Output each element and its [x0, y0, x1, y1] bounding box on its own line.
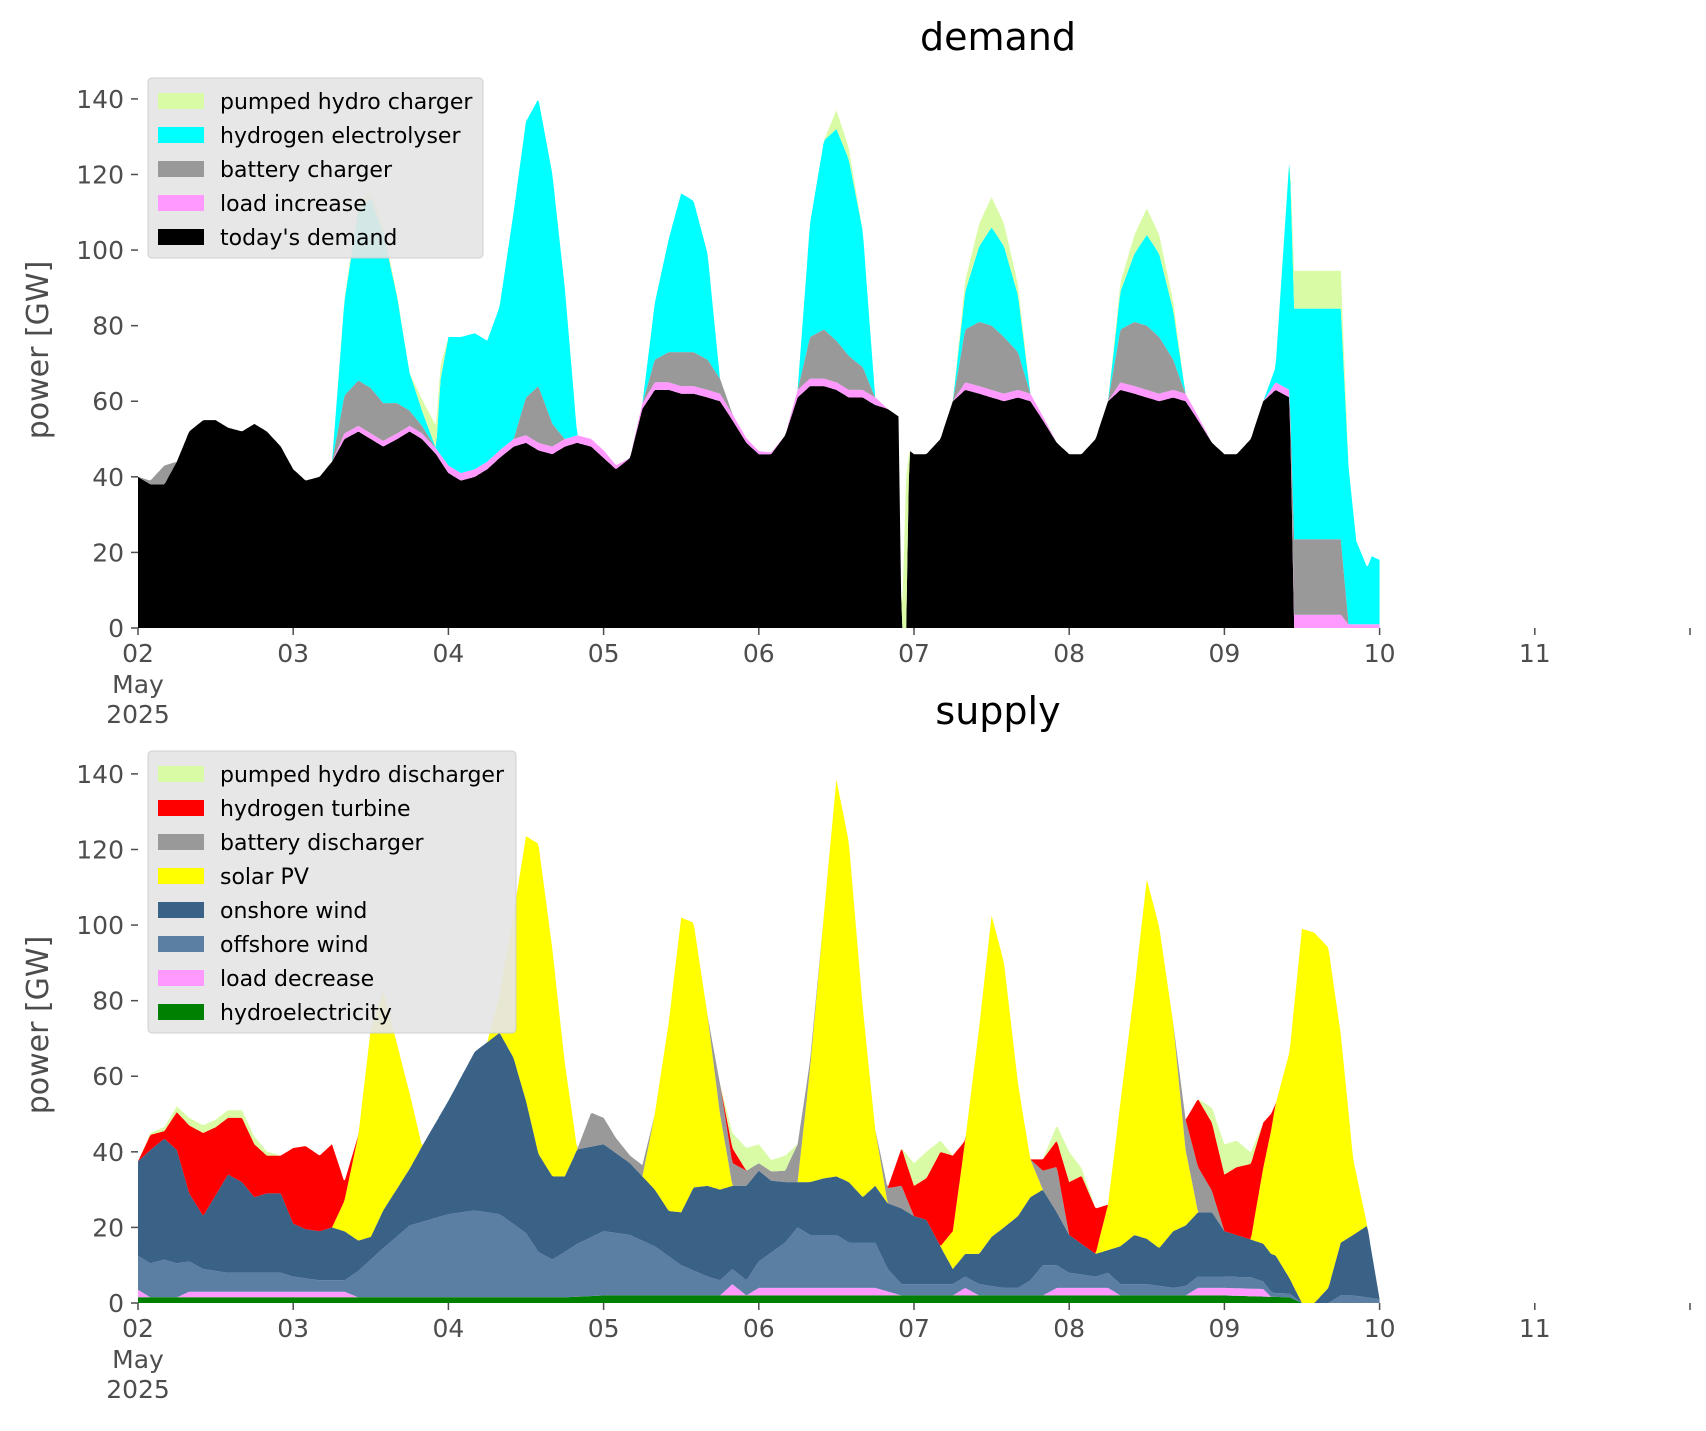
y-tick-label: 20 — [92, 1213, 124, 1242]
x-tick-label: 03 — [277, 639, 309, 668]
legend-swatch — [158, 902, 204, 918]
legend-label: hydrogen electrolyser — [220, 124, 461, 149]
legend-swatch — [158, 970, 204, 986]
legend-box — [147, 77, 484, 259]
x-tick-label: 04 — [432, 639, 464, 668]
x-tick-label: 11 — [1519, 1314, 1551, 1343]
x-tick-label: 07 — [898, 1314, 930, 1343]
x-tick-label: 05 — [588, 639, 620, 668]
x-tick-label: 08 — [1053, 639, 1085, 668]
legend-swatch — [158, 868, 204, 884]
legend-label: hydroelectricity — [220, 1001, 392, 1026]
x-tick-label: 02 — [122, 1314, 154, 1343]
legend-swatch — [158, 229, 204, 245]
x-tick-label: 09 — [1208, 1314, 1240, 1343]
x-tick-month-label: May — [112, 670, 164, 699]
x-tick-label: 06 — [743, 1314, 775, 1343]
supply-y-axis: 0 20 40 60 80 100 120 140 power [GW] — [21, 760, 138, 1318]
demand-areas — [138, 100, 1380, 629]
x-tick-year-label: 2025 — [106, 1375, 170, 1404]
y-tick-label: 140 — [76, 85, 124, 114]
supply-title: supply — [935, 689, 1060, 733]
x-tick-label: 08 — [1053, 1314, 1085, 1343]
legend-label: pumped hydro discharger — [220, 763, 505, 788]
legend-swatch — [158, 834, 204, 850]
legend-label: solar PV — [220, 865, 309, 890]
supply-area-offshore-wind — [138, 1210, 1380, 1303]
y-tick-label: 40 — [92, 1138, 124, 1167]
x-tick-label: 10 — [1364, 1314, 1396, 1343]
supply-legend: pumped hydro discharger hydrogen turbine b… — [147, 750, 517, 1034]
x-tick-label: 07 — [898, 639, 930, 668]
legend-swatch — [158, 1004, 204, 1020]
legend-swatch — [158, 93, 204, 109]
supply-area-solar-pv — [138, 779, 1380, 1303]
y-tick-label: 120 — [76, 835, 124, 864]
y-tick-label: 60 — [92, 387, 124, 416]
supply-area-load-decrease — [138, 1284, 1380, 1303]
x-tick-label: 05 — [588, 1314, 620, 1343]
legend-label: load increase — [220, 192, 367, 217]
legend-swatch — [158, 936, 204, 952]
demand-legend: pumped hydro charger hydrogen electrolyse… — [147, 77, 484, 259]
legend-label: load decrease — [220, 967, 374, 992]
y-tick-label: 120 — [76, 160, 124, 189]
legend-swatch — [158, 161, 204, 177]
x-tick-label: 11 — [1519, 639, 1551, 668]
y-tick-label: 140 — [76, 760, 124, 789]
y-tick-label: 80 — [92, 312, 124, 341]
legend-label: hydrogen turbine — [220, 797, 411, 822]
legend-label: battery discharger — [220, 831, 425, 856]
legend-swatch — [158, 127, 204, 143]
legend-label: offshore wind — [220, 933, 369, 958]
legend-swatch — [158, 800, 204, 816]
legend-label: pumped hydro charger — [220, 90, 473, 115]
demand-area-today-s-demand — [138, 386, 1380, 628]
x-tick-label: 06 — [743, 639, 775, 668]
legend-swatch — [158, 766, 204, 782]
x-tick-label: 03 — [277, 1314, 309, 1343]
supply-areas — [138, 779, 1380, 1303]
demand-area-hydrogen-electrolyser — [138, 100, 1380, 629]
x-tick-month-label: May — [112, 1345, 164, 1374]
legend-label: onshore wind — [220, 899, 367, 924]
y-tick-label: 20 — [92, 538, 124, 567]
legend-swatch — [158, 195, 204, 211]
y-tick-label: 0 — [108, 1289, 124, 1318]
supply-y-axis-label: power [GW] — [21, 936, 56, 1115]
x-tick-label: 09 — [1208, 639, 1240, 668]
y-tick-label: 40 — [92, 463, 124, 492]
y-tick-label: 60 — [92, 1062, 124, 1091]
y-tick-label: 100 — [76, 236, 124, 265]
supply-area-pumped-hydro-discharger — [138, 779, 1380, 1300]
legend-label: battery charger — [220, 158, 393, 183]
y-tick-label: 80 — [92, 987, 124, 1016]
x-tick-year-label: 2025 — [106, 700, 170, 729]
y-tick-label: 100 — [76, 911, 124, 940]
x-tick-label: 10 — [1364, 639, 1396, 668]
demand-y-axis: 0 20 40 60 80 100 120 140 power [GW] — [21, 85, 138, 643]
x-tick-label: 02 — [122, 639, 154, 668]
demand-title: demand — [920, 15, 1076, 59]
x-tick-label: 04 — [432, 1314, 464, 1343]
legend-label: today's demand — [220, 226, 397, 251]
legend-box — [147, 750, 517, 1034]
y-tick-label: 0 — [108, 614, 124, 643]
supply-area-onshore-wind — [138, 1033, 1380, 1303]
demand-y-axis-label: power [GW] — [21, 261, 56, 440]
